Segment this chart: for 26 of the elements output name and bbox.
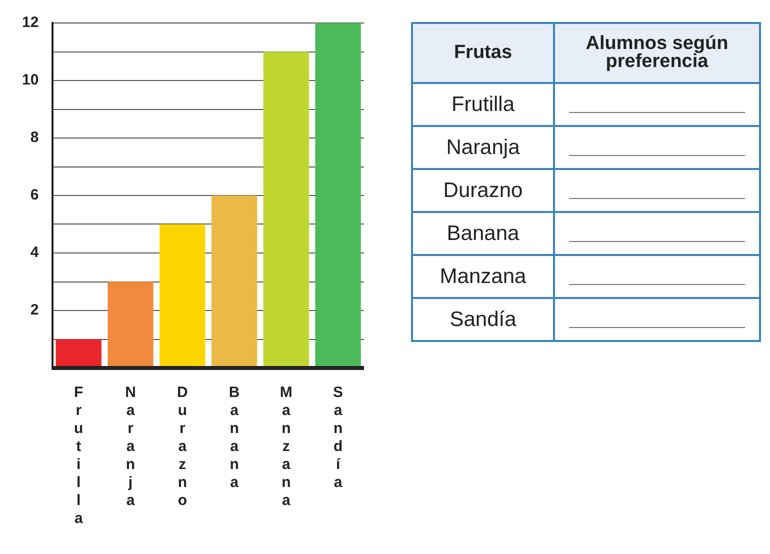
x-tick-label: Banana <box>228 384 240 492</box>
bar <box>211 196 258 368</box>
y-tick-label: 8 <box>30 129 39 146</box>
y-tick-label: 2 <box>30 302 39 319</box>
y-tick-label: 4 <box>30 244 40 262</box>
bar <box>56 339 102 368</box>
bar <box>315 23 361 368</box>
text: Frutas <box>412 23 554 83</box>
text: Manzana <box>412 255 554 298</box>
text: Durazno <box>412 169 554 212</box>
bar <box>108 282 154 368</box>
x-tick-label: Naranja <box>125 384 136 510</box>
bar <box>263 52 309 368</box>
y-tick-label: 12 <box>22 14 39 32</box>
text: Alumnos según preferencia <box>554 23 760 83</box>
x-tick-label: Sandía <box>333 384 344 492</box>
x-tick-label: Manzana <box>280 384 292 510</box>
bar <box>160 224 206 368</box>
text: Naranja <box>412 126 554 169</box>
x-tick-label: Frutilla <box>74 384 84 528</box>
x-tick-label: Durazno <box>176 384 188 510</box>
y-tick-label: 10 <box>22 72 39 89</box>
text: Frutilla <box>412 83 554 126</box>
y-tick-label: 6 <box>30 186 39 204</box>
text: Banana <box>412 212 554 255</box>
text: Sandía <box>412 298 554 341</box>
